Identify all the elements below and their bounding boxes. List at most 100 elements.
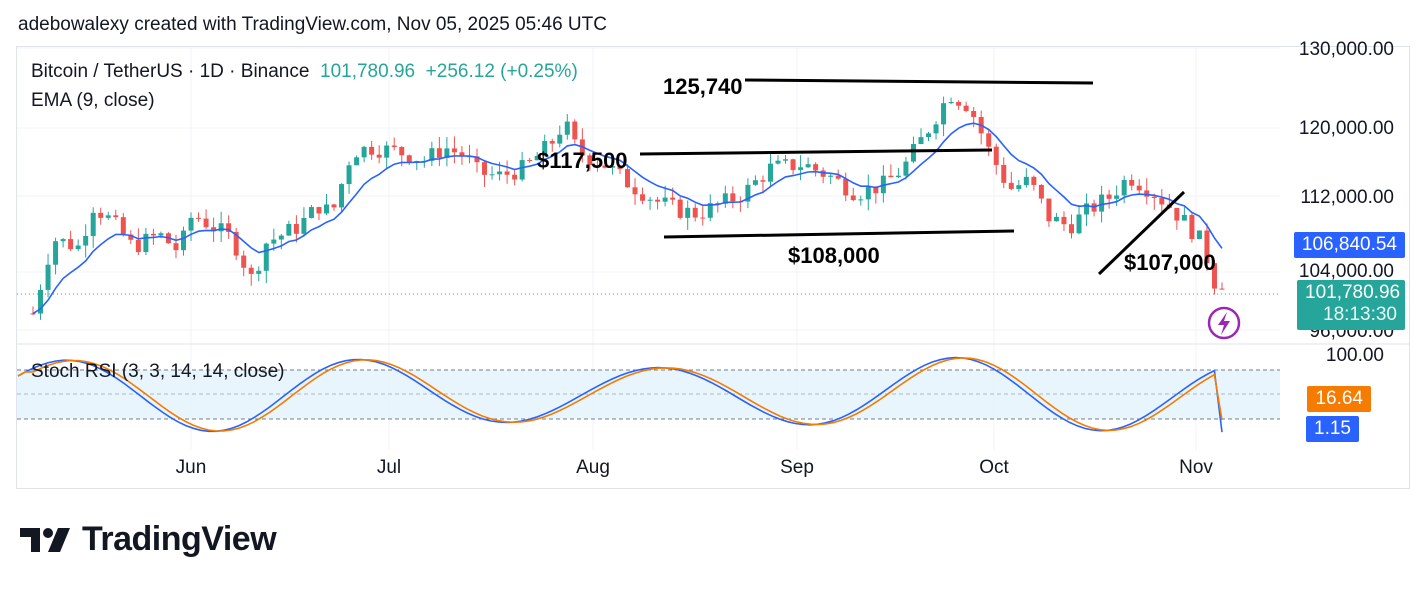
candle-body xyxy=(369,146,375,155)
candle-body xyxy=(120,217,126,235)
trend-line-rising[interactable] xyxy=(1097,190,1186,276)
time-tick-label: Oct xyxy=(979,457,1009,478)
candle-body xyxy=(203,218,209,228)
candle-body xyxy=(918,137,924,144)
candle-body xyxy=(1129,179,1135,186)
candle-body xyxy=(512,174,518,180)
annotation-high: 125,740 xyxy=(663,74,743,99)
symbol-legend: Bitcoin / TetherUS · 1D · Binance 101,78… xyxy=(31,61,578,83)
candle-body xyxy=(677,199,683,218)
candle-body xyxy=(963,105,969,111)
trend-line-top[interactable] xyxy=(744,78,1094,85)
candle-body xyxy=(730,193,736,202)
price-tick-label: 130,000.00 xyxy=(1299,39,1394,60)
stoch-d-tag: 16.64 xyxy=(1307,386,1371,412)
candle-body xyxy=(1121,179,1127,196)
candle-body xyxy=(143,233,149,253)
candle-body xyxy=(1144,190,1150,197)
candle-body xyxy=(828,175,834,177)
candle-body xyxy=(218,223,224,232)
candle-body xyxy=(1136,185,1142,191)
candle-body xyxy=(45,264,51,290)
candle-body xyxy=(625,169,630,188)
price-tick-label: 112,000.00 xyxy=(1300,187,1394,208)
candle-body xyxy=(715,203,721,205)
candle-body xyxy=(346,165,352,185)
candle-body xyxy=(256,270,262,274)
last-price-tag: 101,780.96 18:13:30 xyxy=(1297,280,1405,330)
candle-body xyxy=(1211,263,1217,289)
candle-body xyxy=(1053,216,1059,222)
candle-body xyxy=(68,239,74,250)
annotation-lower: $108,000 xyxy=(788,243,880,268)
candle-body xyxy=(858,199,864,201)
ema-legend: EMA (9, close) xyxy=(31,90,155,111)
candle-body xyxy=(926,133,932,138)
candle-body xyxy=(1196,230,1202,240)
candle-body xyxy=(700,217,706,219)
candle-body xyxy=(941,103,947,125)
candle-body xyxy=(1031,176,1037,185)
candle-body xyxy=(956,102,962,106)
candle-body xyxy=(38,289,44,314)
lightning-icon[interactable] xyxy=(1207,306,1241,340)
symbol-name: Bitcoin / TetherUS · 1D · Binance xyxy=(31,61,310,82)
candle-body xyxy=(323,204,329,214)
candle-body xyxy=(1181,215,1187,221)
candle-body xyxy=(632,187,638,195)
candle-body xyxy=(1151,196,1157,199)
candle-body xyxy=(617,166,623,170)
candle-body xyxy=(1038,184,1044,199)
candle-body xyxy=(692,207,698,218)
candle-body xyxy=(685,207,691,218)
price-tick-label: 120,000.00 xyxy=(1299,118,1394,139)
candle-body xyxy=(527,160,533,162)
candle-body xyxy=(1008,182,1014,189)
candle-body xyxy=(587,155,593,165)
candle-body xyxy=(1114,195,1120,199)
candle-body xyxy=(602,165,608,168)
candle-body xyxy=(1106,194,1112,199)
time-tick-label: Nov xyxy=(1179,457,1213,478)
candle-body xyxy=(903,161,909,176)
candle-body xyxy=(301,217,307,234)
candle-body xyxy=(760,180,766,182)
candle-body xyxy=(993,146,999,165)
candle-body xyxy=(459,152,465,157)
tradingview-logo[interactable]: TradingView xyxy=(20,520,277,559)
candles xyxy=(30,96,1225,320)
chart-panel[interactable] xyxy=(16,46,1410,489)
candle-body xyxy=(226,223,232,232)
candle-body xyxy=(489,174,495,176)
stoch-d-line xyxy=(17,357,1223,432)
annotation-recent: $107,000 xyxy=(1124,250,1216,275)
candle-body xyxy=(233,231,239,256)
candle-body xyxy=(1076,214,1082,234)
tradingview-logo-icon xyxy=(20,527,70,552)
trend-line-lower[interactable] xyxy=(663,229,1015,239)
candle-body xyxy=(339,184,345,208)
candle-body xyxy=(1001,164,1007,183)
candle-body xyxy=(384,145,390,158)
candle-body xyxy=(196,217,202,219)
candle-body xyxy=(1174,207,1180,221)
candle-body xyxy=(1159,198,1165,205)
candle-body xyxy=(181,230,187,251)
candle-body xyxy=(820,170,826,177)
trend-line-upper[interactable] xyxy=(639,148,993,156)
candle-body xyxy=(482,162,488,175)
candle-body xyxy=(30,313,36,315)
candle-body xyxy=(150,233,156,236)
time-axis[interactable]: Jun Jul Aug Sep Oct Nov xyxy=(176,457,1214,478)
candle-body xyxy=(640,194,646,201)
trend-lines[interactable] xyxy=(639,78,1186,276)
candle-body xyxy=(647,199,653,201)
candle-body xyxy=(805,164,811,168)
legend-change: +256.12 (+0.25%) xyxy=(425,61,578,82)
candle-body xyxy=(835,175,841,179)
candle-body xyxy=(670,197,676,200)
candle-body xyxy=(504,171,510,175)
candle-body xyxy=(910,143,916,162)
candle-body xyxy=(248,267,254,274)
